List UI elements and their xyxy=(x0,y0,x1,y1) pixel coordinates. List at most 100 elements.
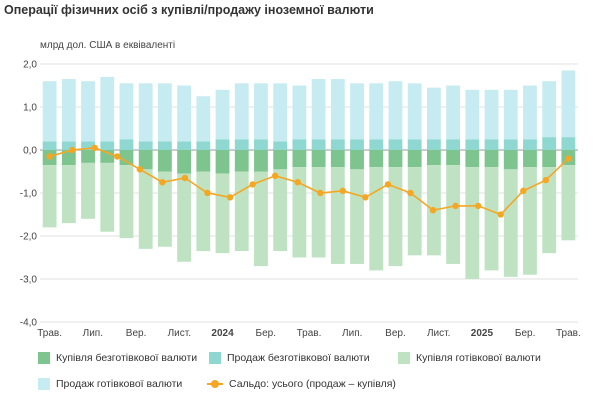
balance-point xyxy=(271,172,279,179)
bar xyxy=(561,165,576,241)
x-tick-label: Лист. xyxy=(168,328,191,339)
balance-point xyxy=(317,189,324,197)
bar xyxy=(196,141,211,150)
bar xyxy=(119,150,134,166)
bar xyxy=(119,83,134,140)
bar xyxy=(138,169,153,249)
bar xyxy=(542,137,557,150)
balance-point xyxy=(46,153,53,160)
legend-item-cash-purchase: Купівля готівкової валюти xyxy=(398,352,541,364)
bar xyxy=(311,139,326,150)
x-tick-labels: Трав. Лип. Вер. Лист. 2024 Бер. Трав. Лип. Вер. Л… xyxy=(37,328,581,339)
bar xyxy=(311,79,326,140)
bar xyxy=(215,173,230,254)
bar xyxy=(42,165,57,228)
x-tick-label: 2025 xyxy=(471,328,494,339)
legend-label: Продаж безготівкової валюти xyxy=(227,352,370,364)
bar xyxy=(292,85,307,140)
bar xyxy=(446,165,461,264)
bar xyxy=(369,83,384,140)
bar xyxy=(388,167,403,267)
bar xyxy=(446,85,461,140)
bar xyxy=(119,139,134,150)
legend-label: Купівля безготівкової валюти xyxy=(56,352,198,364)
bar xyxy=(407,167,422,256)
x-tick-label: Лист. xyxy=(427,328,450,339)
bar xyxy=(254,83,268,140)
bar xyxy=(100,141,115,150)
bar xyxy=(292,150,307,168)
bar xyxy=(273,83,288,142)
bar xyxy=(330,139,345,150)
chart-title: Операції фізичних осіб з купівлі/продажу… xyxy=(4,3,374,17)
balance-point xyxy=(136,166,144,173)
legend-line-swatch xyxy=(207,378,223,390)
bar xyxy=(177,85,192,142)
bar xyxy=(407,150,422,168)
bar xyxy=(465,167,480,279)
bar xyxy=(61,150,76,166)
legend-swatch xyxy=(38,378,50,390)
balance-point xyxy=(520,187,527,195)
bar xyxy=(330,79,345,140)
balance-point xyxy=(497,211,504,218)
bar xyxy=(503,89,518,140)
legend-item-cashless-sale: Продаж безготівкової валюти xyxy=(209,352,370,364)
x-tick-label: Трав. xyxy=(556,328,581,339)
bar-series xyxy=(42,70,576,279)
balance-point xyxy=(181,174,189,182)
bar xyxy=(177,173,192,262)
x-tick-label: Бер. xyxy=(515,328,535,339)
bar xyxy=(196,150,211,172)
bar xyxy=(484,167,499,271)
y-tick-label: -1,0 xyxy=(20,189,38,200)
bar xyxy=(42,141,57,150)
bar xyxy=(465,89,480,140)
bar xyxy=(523,139,537,150)
bar xyxy=(254,150,268,172)
bar xyxy=(561,137,576,150)
bar xyxy=(465,150,480,168)
bar xyxy=(81,162,95,219)
x-tick-label: Вер. xyxy=(126,328,147,339)
bar xyxy=(100,76,115,142)
legend-swatch xyxy=(398,352,410,364)
bar xyxy=(330,167,345,264)
balance-point xyxy=(429,207,437,214)
balance-point xyxy=(68,146,76,154)
bar xyxy=(177,150,192,174)
bar xyxy=(446,139,461,150)
legend-label: Купівля готівкової валюти xyxy=(416,352,541,364)
bar xyxy=(446,150,461,166)
balance-point xyxy=(249,181,256,188)
bar xyxy=(234,171,249,252)
x-tick-label: Бер. xyxy=(256,328,276,339)
y-tick-label: 2,0 xyxy=(23,60,37,71)
balance-point xyxy=(407,189,414,197)
bar xyxy=(81,81,95,142)
y-tick-label: -3,0 xyxy=(20,275,38,286)
bar xyxy=(196,96,211,142)
balance-point xyxy=(362,194,369,201)
bar xyxy=(350,83,364,140)
balance-point xyxy=(565,155,572,162)
legend-item-balance: Сальдо: усього (продаж – купівля) xyxy=(207,378,396,390)
bar xyxy=(330,150,345,168)
bar xyxy=(523,150,537,168)
bar xyxy=(138,141,153,150)
legend-swatch xyxy=(38,352,50,364)
bar xyxy=(503,169,518,277)
balance-point xyxy=(474,202,482,210)
bar xyxy=(138,150,153,170)
bar xyxy=(61,79,76,142)
bar xyxy=(100,162,115,232)
x-tick-label: 2024 xyxy=(211,328,234,339)
y-axis-unit-label: млрд дол. США в еквіваленті xyxy=(40,40,176,51)
legend-label: Сальдо: усього (продаж – купівля) xyxy=(229,378,396,390)
bar xyxy=(388,150,403,168)
legend-item-cashless-purchase: Купівля безготівкової валюти xyxy=(38,352,197,364)
bar xyxy=(157,150,172,172)
balance-point xyxy=(542,176,550,184)
y-tick-label: 1,0 xyxy=(23,103,37,114)
y-tick-label: 0,0 xyxy=(23,146,37,157)
